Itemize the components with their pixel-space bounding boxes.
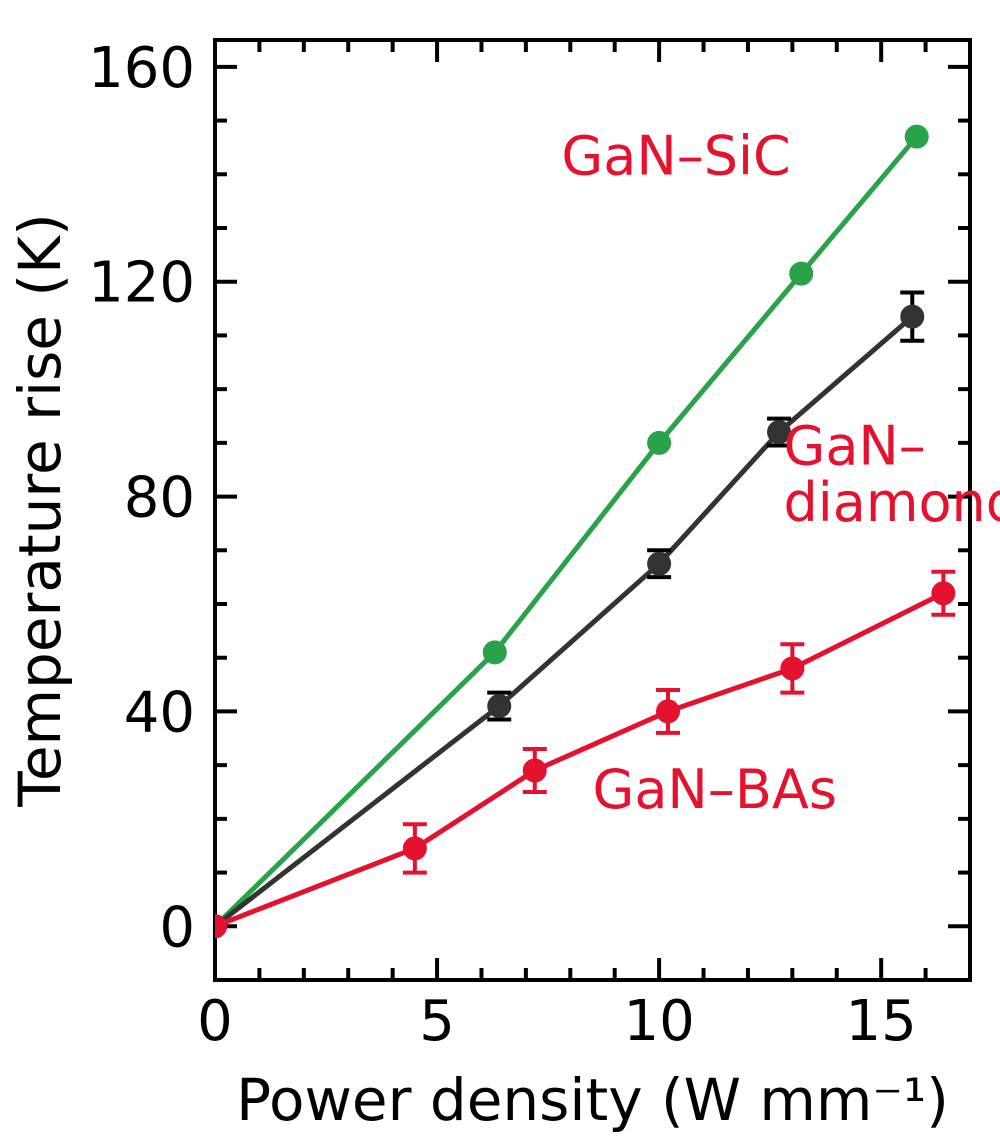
x-axis-title: Power density (W mm⁻¹) (236, 1066, 949, 1134)
y-tick-label: 40 (124, 680, 195, 745)
x-tick-label: 10 (623, 989, 694, 1054)
data-point (657, 700, 679, 722)
data-point (488, 695, 510, 717)
data-point (932, 582, 954, 604)
y-tick-label: 80 (124, 466, 195, 531)
data-point (484, 641, 506, 663)
y-tick-label: 120 (88, 251, 195, 316)
x-tick-label: 5 (419, 989, 455, 1054)
data-point (901, 306, 923, 328)
data-point (404, 837, 426, 859)
data-point (648, 553, 670, 575)
data-point (524, 760, 546, 782)
temperature-vs-power-chart: 0 5 10 15 0 40 80 120 160 Power density (W mm⁻¹) T… (0, 0, 1000, 1142)
y-tick-label: 0 (159, 895, 195, 960)
data-point (790, 263, 812, 285)
y-tick-label: 160 (88, 36, 195, 101)
x-tick-label: 0 (197, 989, 233, 1054)
series-annotation: GaN–BAs (593, 758, 837, 821)
y-axis-title: Temperature rise (K) (6, 213, 74, 807)
data-point (906, 126, 928, 148)
data-point (781, 657, 803, 679)
series-annotation: GaN–SiC (561, 124, 790, 187)
data-point (648, 432, 670, 454)
x-tick-label: 15 (846, 989, 917, 1054)
